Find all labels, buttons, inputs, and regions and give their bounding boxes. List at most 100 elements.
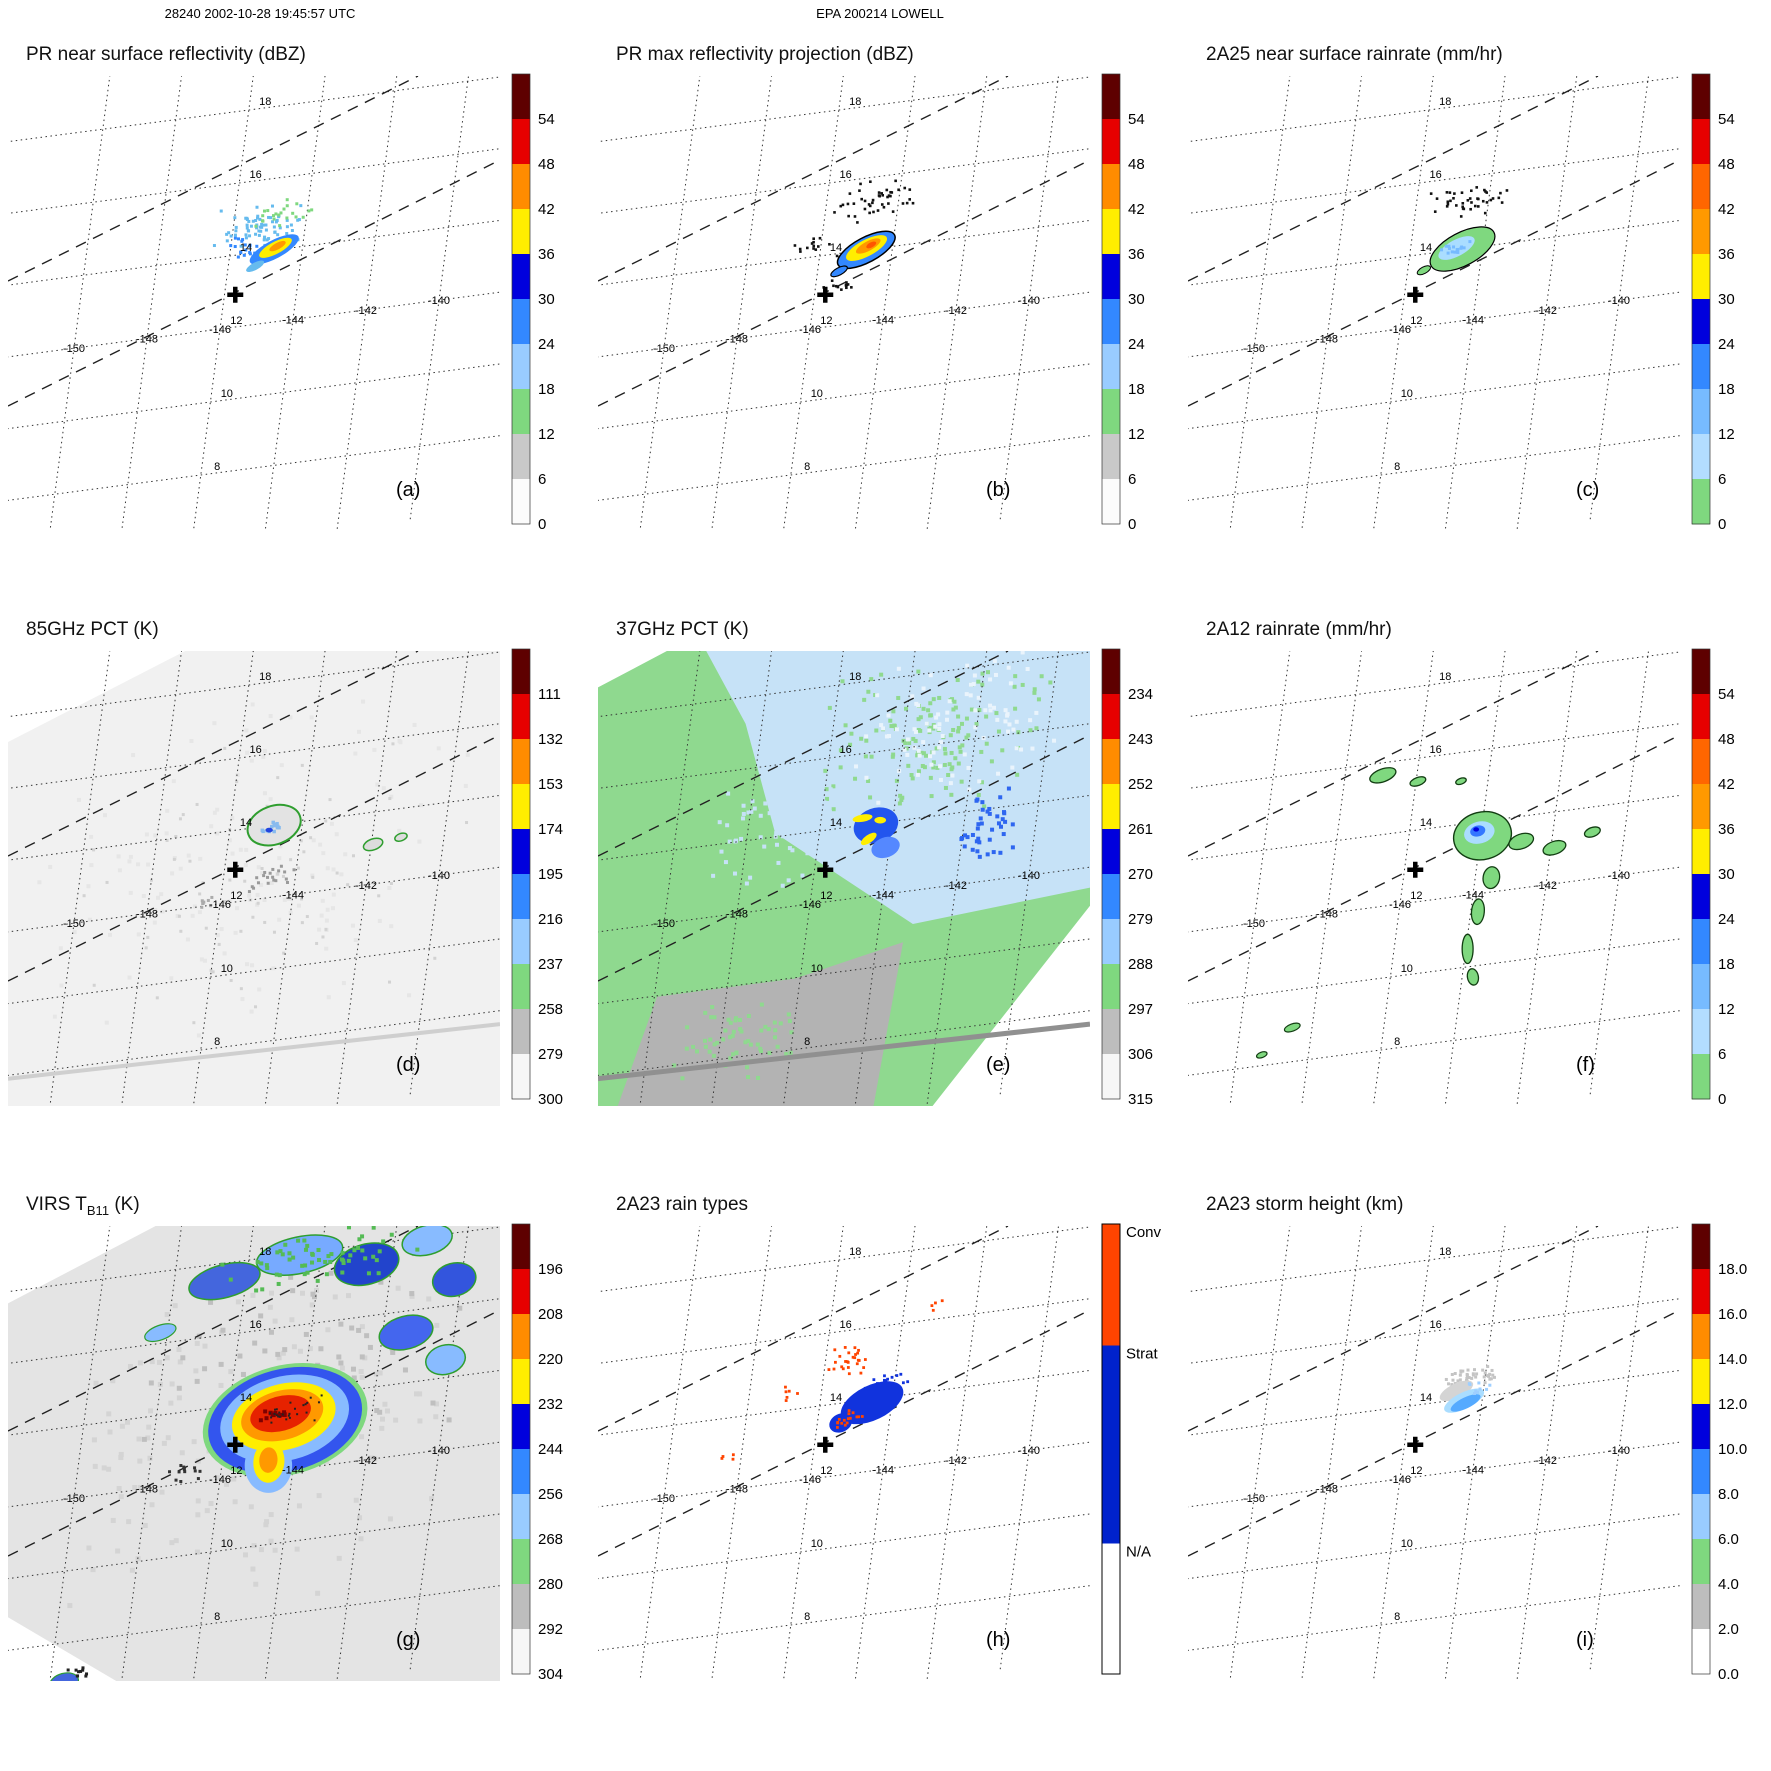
- storm-feature: [431, 1262, 477, 1298]
- storm-title-label: EPA 200214 LOWELL: [816, 6, 944, 21]
- map-plot-i: [1188, 1226, 1680, 1681]
- speckle-field: [833, 179, 915, 224]
- lon-tick-label: -148: [136, 909, 158, 921]
- lon-tick-label: -146: [1389, 899, 1411, 911]
- storm-feature: [401, 1226, 453, 1257]
- colorbar-segment: [512, 1629, 530, 1675]
- colorbar-tick-label: 6: [1718, 471, 1726, 488]
- colorbar-tick-label: 220: [538, 1351, 563, 1368]
- lat-tick-label: 10: [221, 963, 233, 975]
- colorbar-segment: [512, 254, 530, 300]
- lat-tick-label: 12: [230, 890, 242, 902]
- colorbar-segment: [1102, 694, 1120, 740]
- swath-edge-lines: [598, 1226, 1090, 1557]
- lon-tick-label: -148: [726, 1484, 748, 1496]
- colorbar-segment: [1692, 1584, 1710, 1630]
- colorbar-segment: [512, 1449, 530, 1495]
- lat-tick-label: 14: [830, 1392, 842, 1404]
- storm-feature: [188, 1261, 261, 1301]
- colorbar-segment: [1692, 739, 1710, 785]
- map-labels: -150 -148 -146 -144 -142 -140 8 10 12 14 16 18 (f): [1243, 671, 1630, 1076]
- lat-tick-label: 8: [1394, 1036, 1400, 1048]
- lon-tick-label: -146: [1389, 1474, 1411, 1486]
- lon-tick-label: -148: [726, 909, 748, 921]
- colorbar-segment: [1102, 209, 1120, 255]
- graticule: [598, 651, 1090, 1106]
- swath-edge-lines: [1188, 1226, 1680, 1557]
- colorbar-segment: [1102, 1224, 1120, 1346]
- colorbar-segment: [1692, 1314, 1710, 1360]
- colorbar-segment: [1692, 1449, 1710, 1495]
- colorbar-f: 54 48 42 36 30 24 18 12 6 0: [1691, 648, 1735, 1108]
- panel-e-title: 37GHz PCT (K): [616, 619, 749, 640]
- speckle-field: [268, 1394, 323, 1424]
- panel-f-title: 2A12 rainrate (mm/hr): [1206, 619, 1392, 640]
- colorbar-segment: [1692, 784, 1710, 830]
- colorbar-segment: [1692, 389, 1710, 435]
- lon-tick-label: -148: [1316, 334, 1338, 346]
- lon-tick-label: -148: [136, 1484, 158, 1496]
- swath-region: [8, 651, 500, 1106]
- colorbar-segment: [1692, 209, 1710, 255]
- colorbar-tick-label: 234: [1128, 686, 1153, 703]
- map-labels: -150 -148 -146 -144 -142 -140 8 10 12 14 16 18 (d): [63, 671, 450, 1076]
- colorbar-tick-label: 304: [538, 1666, 563, 1683]
- speckle-field: [254, 198, 314, 228]
- lat-tick-label: 14: [240, 817, 252, 829]
- colorbar-tick-label: 208: [538, 1306, 563, 1323]
- lat-tick-label: 16: [250, 169, 262, 181]
- colorbar-segment: [512, 964, 530, 1010]
- colorbar-label: Conv: [1126, 1224, 1162, 1241]
- lat-tick-label: 14: [240, 1392, 252, 1404]
- lon-tick-label: -140: [428, 295, 450, 307]
- storm-center-marker: [227, 286, 244, 303]
- lon-tick-label: -144: [872, 889, 894, 901]
- lon-tick-label: -146: [209, 899, 231, 911]
- colorbar-d: 111 132 153 174 195 216 237 258 279 300: [511, 648, 563, 1108]
- lon-tick-label: -142: [355, 1455, 377, 1467]
- storm-feature: [1542, 839, 1567, 856]
- storm-feature: [49, 1672, 80, 1681]
- lon-tick-label: -146: [1389, 324, 1411, 336]
- lat-tick-label: 8: [1394, 461, 1400, 473]
- lat-tick-label: 8: [804, 1036, 810, 1048]
- colorbar-segment: [1102, 964, 1120, 1010]
- lon-tick-label: -142: [945, 305, 967, 317]
- storm-feature: [269, 240, 286, 252]
- speckle-field: [247, 864, 296, 894]
- colorbar-tick-label: 243: [1128, 731, 1153, 748]
- storm-feature: [1283, 1022, 1301, 1033]
- colorbar-segment: [1102, 74, 1120, 120]
- colorbar-segment: [1692, 649, 1710, 695]
- colorbar-tick-label: 6.0: [1718, 1531, 1739, 1548]
- colorbar-tick-label: 6: [538, 471, 546, 488]
- lat-tick-label: 12: [820, 315, 832, 327]
- colorbar-segment: [1102, 434, 1120, 480]
- colorbar-tick-label: 244: [538, 1441, 563, 1458]
- speckle-field: [212, 204, 303, 248]
- colorbar-tick-label: 54: [1718, 111, 1735, 128]
- colorbar-segment: [1692, 254, 1710, 300]
- colorbar-tick-label: 18: [538, 381, 555, 398]
- panel-h-title: 2A23 rain types: [616, 1194, 748, 1215]
- speckle-field: [784, 1385, 799, 1402]
- colorbar-tick-label: 24: [1718, 911, 1735, 928]
- colorbar-segment: [512, 649, 530, 695]
- colorbar-segment: [1102, 919, 1120, 965]
- lat-tick-label: 16: [840, 744, 852, 756]
- lon-tick-label: -140: [1018, 295, 1040, 307]
- panel-h: 2A23 rain types -150 -148 -146 -144 -142 -140 8…: [598, 1194, 1162, 1681]
- panel-a-title: PR near surface reflectivity (dBZ): [26, 44, 306, 65]
- colorbar-tick-label: 288: [1128, 956, 1153, 973]
- lat-tick-label: 12: [230, 315, 242, 327]
- lon-tick-label: -150: [653, 1493, 675, 1505]
- panel-letter-h: (h): [986, 1629, 1010, 1651]
- colorbar-tick-label: 42: [1718, 201, 1735, 218]
- colorbar-segment: [1102, 874, 1120, 920]
- colorbar-tick-label: 12.0: [1718, 1396, 1747, 1413]
- colorbar-tick-label: 300: [538, 1091, 563, 1108]
- speckle-field: [854, 651, 1057, 805]
- speckle-field: [711, 754, 875, 888]
- colorbar-segment: [1692, 344, 1710, 390]
- map-labels: -150 -148 -146 -144 -142 -140 8 10 12 14 16 18 (b): [653, 96, 1040, 501]
